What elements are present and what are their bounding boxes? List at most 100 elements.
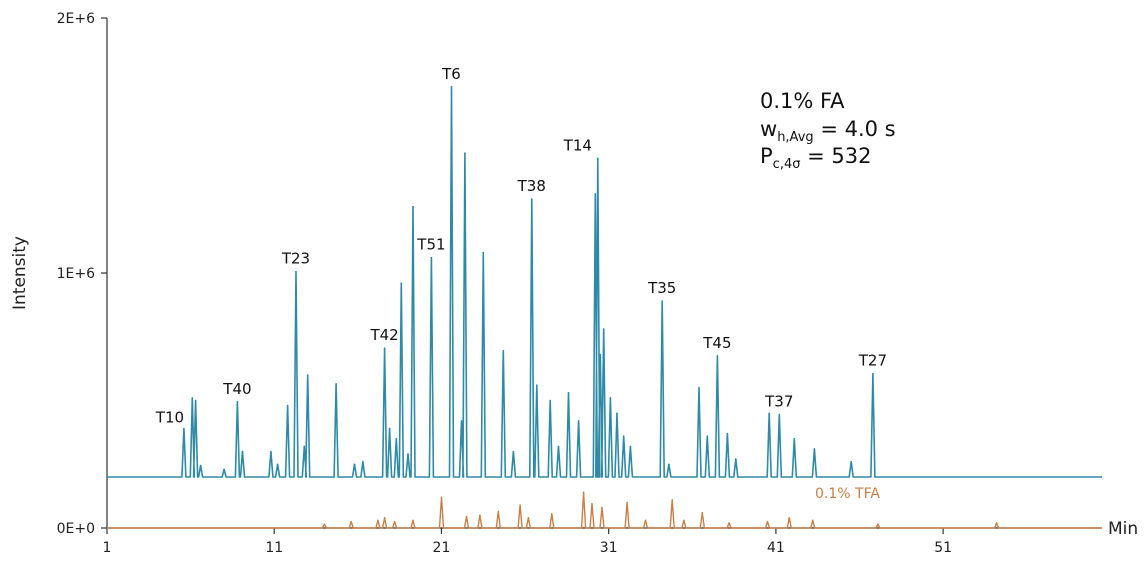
peak-point (335, 383, 337, 385)
annotation-line2: wh,Avg = 4.0 s (760, 117, 896, 145)
peak-point (577, 420, 580, 422)
peak-point (482, 251, 485, 254)
peak-point (465, 515, 468, 518)
peak-point (788, 517, 791, 519)
trace-fa (107, 86, 1102, 478)
peak-point (479, 514, 481, 517)
peak-point (393, 520, 396, 523)
peak-point (698, 386, 700, 389)
peak-point (286, 404, 289, 407)
x-tick-label: 11 (265, 540, 283, 556)
peak-point (236, 400, 239, 403)
peak-point (668, 463, 670, 466)
peak-point (412, 519, 414, 522)
x-axis-title: Min (1108, 519, 1138, 539)
peak-point (412, 205, 414, 208)
x-ticks: 1 11 21 31 41 51 (103, 528, 952, 556)
x-tick-label: 31 (600, 540, 618, 556)
x-tick-label: 1 (103, 540, 112, 556)
peak-point (400, 282, 403, 285)
peak-point (701, 511, 704, 514)
peak-point (644, 519, 647, 522)
peak-point (295, 270, 297, 273)
peak-label: T10 (155, 409, 184, 427)
peak-point (616, 412, 618, 415)
peak-point (353, 463, 356, 466)
peak-label: T37 (764, 393, 793, 411)
peak-point (430, 256, 433, 259)
peak-point (813, 448, 816, 450)
peak-point (519, 504, 521, 506)
peak-point (716, 355, 719, 357)
peak-point (194, 399, 197, 402)
annotation-block: 0.1% FA wh,Avg = 4.0 s Pc,4σ = 532 (760, 89, 896, 172)
peak-point (223, 468, 225, 471)
peak-point (464, 152, 466, 154)
peak-point (594, 193, 597, 195)
peak-point (535, 384, 538, 387)
peak-point (995, 522, 998, 524)
peak-point (872, 372, 874, 375)
annotation-line1: 0.1% FA (760, 89, 845, 113)
peak-label: T23 (281, 250, 310, 268)
peak-point (527, 517, 530, 519)
x-tick-label: 51 (934, 540, 952, 556)
peak-point (877, 523, 879, 525)
peak-point (270, 450, 272, 453)
peak-label: T40 (222, 380, 251, 398)
series-layer (107, 86, 1102, 529)
peak-label: T45 (702, 334, 731, 352)
y-tick-label: 1E+6 (57, 266, 95, 282)
peak-point (276, 463, 279, 466)
peak-point (726, 432, 729, 435)
peak-point (706, 435, 709, 438)
peak-point (512, 450, 515, 453)
peak-point (551, 513, 553, 515)
peak-point (622, 435, 625, 438)
y-tick-label: 2E+6 (57, 11, 95, 27)
peak-label: T38 (517, 177, 546, 195)
peak-point (323, 523, 326, 525)
peak-point (377, 519, 379, 522)
peak-point (191, 397, 194, 399)
peak-label: T42 (369, 326, 398, 344)
x-tick-label: 21 (433, 540, 451, 556)
peak-point (388, 427, 391, 430)
y-axis-title: Intensity (10, 236, 30, 310)
peak-point (728, 522, 730, 524)
y-tick-label: 0E+0 (57, 521, 95, 537)
peak-point (811, 519, 814, 522)
peak-labels: T10 T40 T23 T42 T51 T6 T38 T14 T35 T45 T37 T27 (155, 65, 887, 427)
peak-point (383, 517, 386, 519)
peak-label: T14 (563, 136, 592, 154)
y-ticks: 0E+0 1E+6 2E+6 (57, 11, 107, 537)
peak-point (793, 437, 796, 440)
peak-point (306, 374, 309, 376)
peak-point (395, 437, 398, 440)
peak-point (350, 520, 352, 523)
peak-point (661, 300, 663, 302)
peak-point (199, 464, 202, 467)
peak-point (597, 157, 599, 160)
peak-label: T27 (858, 352, 887, 370)
peak-point (850, 460, 852, 463)
peak-label: T6 (441, 65, 461, 83)
peak-point (599, 353, 602, 356)
peak-point (241, 450, 244, 453)
peak-point (591, 502, 593, 505)
x-tick-label: 41 (767, 540, 785, 556)
peak-point (530, 198, 533, 200)
annotation-line3: Pc,4σ = 532 (760, 144, 872, 172)
peak-point (768, 412, 771, 415)
peak-point (502, 349, 505, 352)
peak-point (460, 420, 463, 422)
trace-tfa (107, 491, 1102, 529)
peak-point (671, 499, 674, 501)
peak-point (407, 453, 409, 455)
peak-point (497, 510, 500, 513)
peak-point (683, 519, 685, 522)
series-label-tfa: 0.1% TFA (815, 486, 880, 502)
peak-label: T35 (647, 279, 676, 297)
peak-point (303, 445, 306, 448)
